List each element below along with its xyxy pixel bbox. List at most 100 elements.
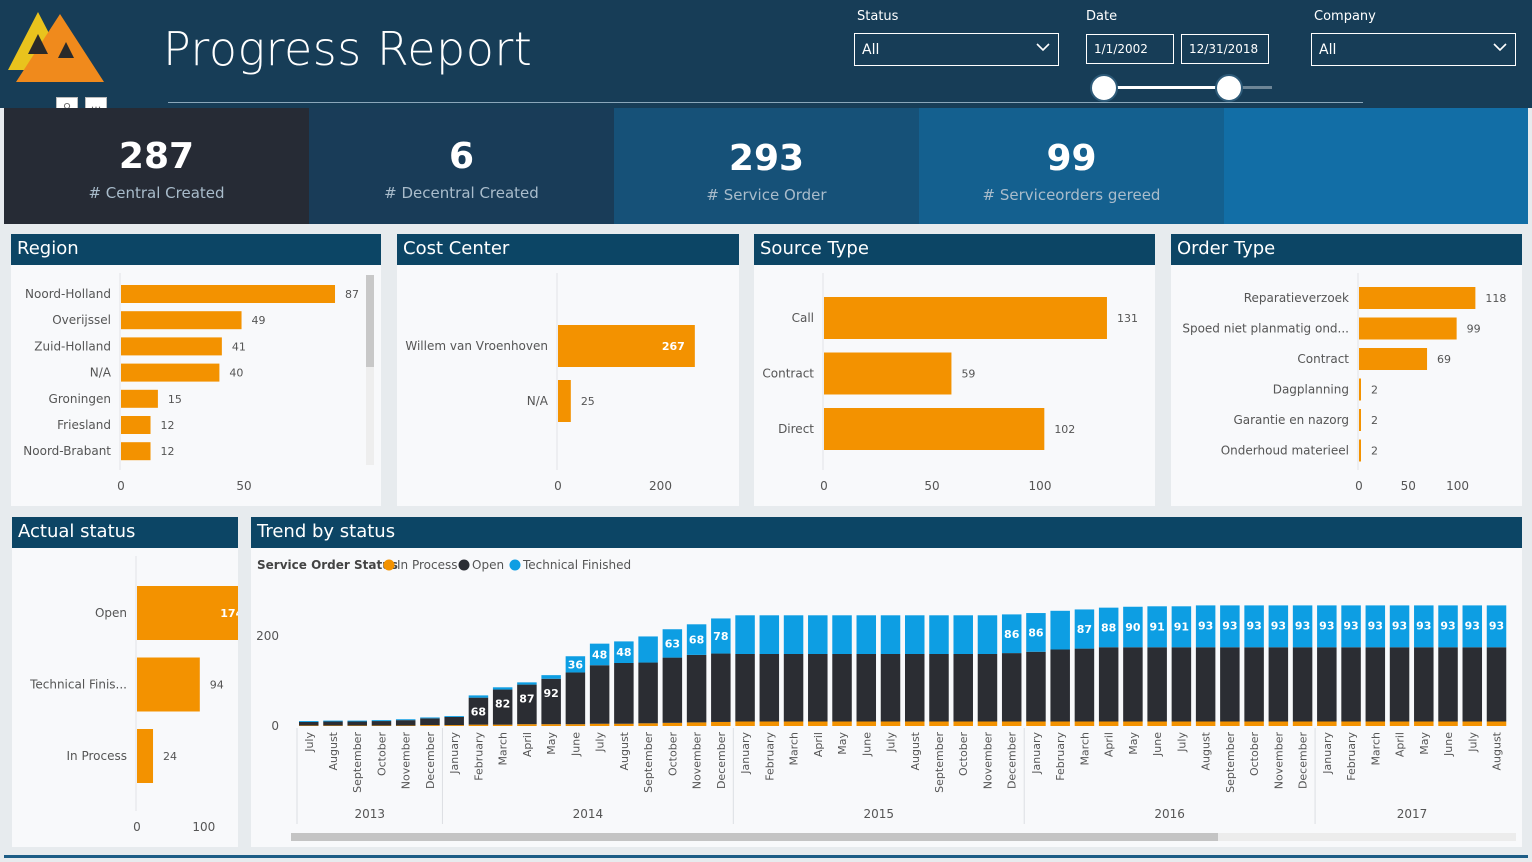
x-tick-label: October — [957, 732, 970, 776]
date-from-input[interactable]: 1/1/2002 — [1086, 34, 1174, 64]
data-label: 174 — [220, 607, 238, 620]
x-tick-label: August — [909, 731, 922, 770]
bar — [1359, 378, 1361, 401]
bar-segment — [953, 615, 973, 654]
kpi-card-central-created[interactable]: 287 # Central Created — [4, 108, 309, 224]
kpi-card-decentral-created[interactable]: 6 # Decentral Created — [309, 108, 614, 224]
data-label: 12 — [161, 419, 175, 432]
data-label: 48 — [616, 646, 631, 659]
bar-segment — [1438, 605, 1458, 648]
bar-segment — [565, 656, 586, 673]
x-tick-label: February — [1054, 732, 1067, 781]
bar-segment — [589, 723, 610, 726]
data-label: 267 — [662, 340, 685, 353]
panel-title: Order Type — [1171, 234, 1522, 265]
bar-segment — [1341, 721, 1361, 726]
date-slider-end-handle[interactable] — [1215, 74, 1243, 102]
x-tick-label: September — [642, 732, 655, 793]
bar-segment — [759, 615, 780, 654]
x-tick-label: May — [545, 732, 558, 755]
category-label: Call — [792, 311, 814, 325]
bar-segment — [444, 716, 464, 717]
bar-segment — [783, 654, 804, 722]
category-label: Onderhoud materieel — [1221, 444, 1349, 458]
kpi-card-serviceorders-gereed[interactable]: 99 # Serviceorders gereed — [919, 108, 1224, 224]
status-dropdown[interactable]: All — [854, 33, 1059, 66]
bar-segment — [1317, 605, 1337, 648]
bar-segment — [1050, 610, 1070, 650]
x-tick-label: July — [303, 732, 316, 753]
order-type-chart: Reparatieverzoek 118 Spoed niet planmatig … — [1182, 273, 1506, 493]
bar — [558, 380, 571, 422]
bar-segment — [929, 654, 949, 722]
bar — [137, 729, 154, 783]
x-tick-label: July — [1466, 732, 1479, 753]
bar-segment — [759, 721, 780, 726]
data-label: 93 — [1392, 619, 1407, 632]
bar-segment — [808, 615, 828, 654]
company-dropdown[interactable]: All — [1311, 33, 1516, 66]
trend-panel: Trend by status Service Order Status In P… — [251, 517, 1522, 847]
x-tick-label: April — [1103, 732, 1116, 757]
data-label: 24 — [163, 750, 177, 763]
bar-segment — [1486, 721, 1507, 726]
bar-segment — [517, 724, 537, 726]
category-label: Noord-Holland — [25, 287, 111, 301]
bar — [1359, 439, 1361, 462]
x-tick-label: January — [448, 732, 461, 775]
bar-segment — [541, 724, 561, 726]
y-tick-label: 200 — [256, 629, 279, 643]
x-tick-label: September — [933, 732, 946, 793]
legend-title: Service Order Status — [257, 558, 398, 572]
category-label: Zuid-Holland — [34, 339, 111, 353]
title-divider — [168, 102, 1363, 103]
data-label: 25 — [581, 395, 595, 408]
bottom-border — [4, 855, 1528, 858]
category-label: Overijssel — [52, 313, 111, 327]
x-tick-label: August — [618, 731, 631, 770]
bar-segment — [711, 653, 731, 722]
x-tick-label: 100 — [1029, 479, 1052, 493]
date-slider-start-handle[interactable] — [1090, 74, 1118, 102]
data-label: 118 — [1485, 292, 1506, 305]
x-tick-label: December — [715, 732, 728, 790]
bar-segment — [1171, 647, 1192, 722]
scrollbar-track — [366, 275, 374, 465]
bar — [137, 657, 200, 712]
bar-segment — [1147, 721, 1167, 726]
bar-segment — [1001, 614, 1022, 654]
bar-segment — [444, 717, 464, 726]
bar-segment — [1317, 647, 1337, 722]
bar-segment — [638, 723, 658, 726]
bar — [824, 352, 952, 395]
x-tick-label: 100 — [192, 820, 215, 834]
data-label: 86 — [1004, 628, 1020, 641]
category-label: N/A — [527, 394, 549, 408]
bar-segment — [662, 657, 683, 723]
date-to-input[interactable]: 12/31/2018 — [1181, 34, 1269, 64]
x-tick-label: 0 — [1355, 479, 1363, 493]
data-label: 2 — [1371, 414, 1378, 427]
bar — [1359, 317, 1457, 340]
data-label: 93 — [1246, 619, 1261, 632]
kpi-card-service-order[interactable]: 293 # Service Order — [614, 108, 919, 224]
data-label: 93 — [1416, 619, 1431, 632]
data-label: 15 — [168, 393, 182, 406]
bar-segment — [1365, 647, 1386, 722]
x-tick-label: 0 — [820, 479, 828, 493]
x-tick-label: 200 — [649, 479, 672, 493]
x-tick-label: September — [351, 732, 364, 793]
bar-segment — [1195, 647, 1216, 722]
bar-segment — [420, 725, 440, 726]
category-label: Dagplanning — [1273, 383, 1349, 397]
bar-segment — [1026, 721, 1046, 726]
x-tick-label: 0 — [117, 479, 125, 493]
x-tick-label: March — [1369, 732, 1382, 766]
legend-swatch — [458, 559, 470, 571]
bar-segment — [1195, 605, 1216, 648]
data-label: 93 — [1343, 619, 1358, 632]
x-tick-label: June — [1151, 732, 1164, 757]
bar-segment — [783, 721, 804, 726]
x-tick-label: 50 — [924, 479, 939, 493]
x-tick-label: November — [691, 732, 704, 790]
